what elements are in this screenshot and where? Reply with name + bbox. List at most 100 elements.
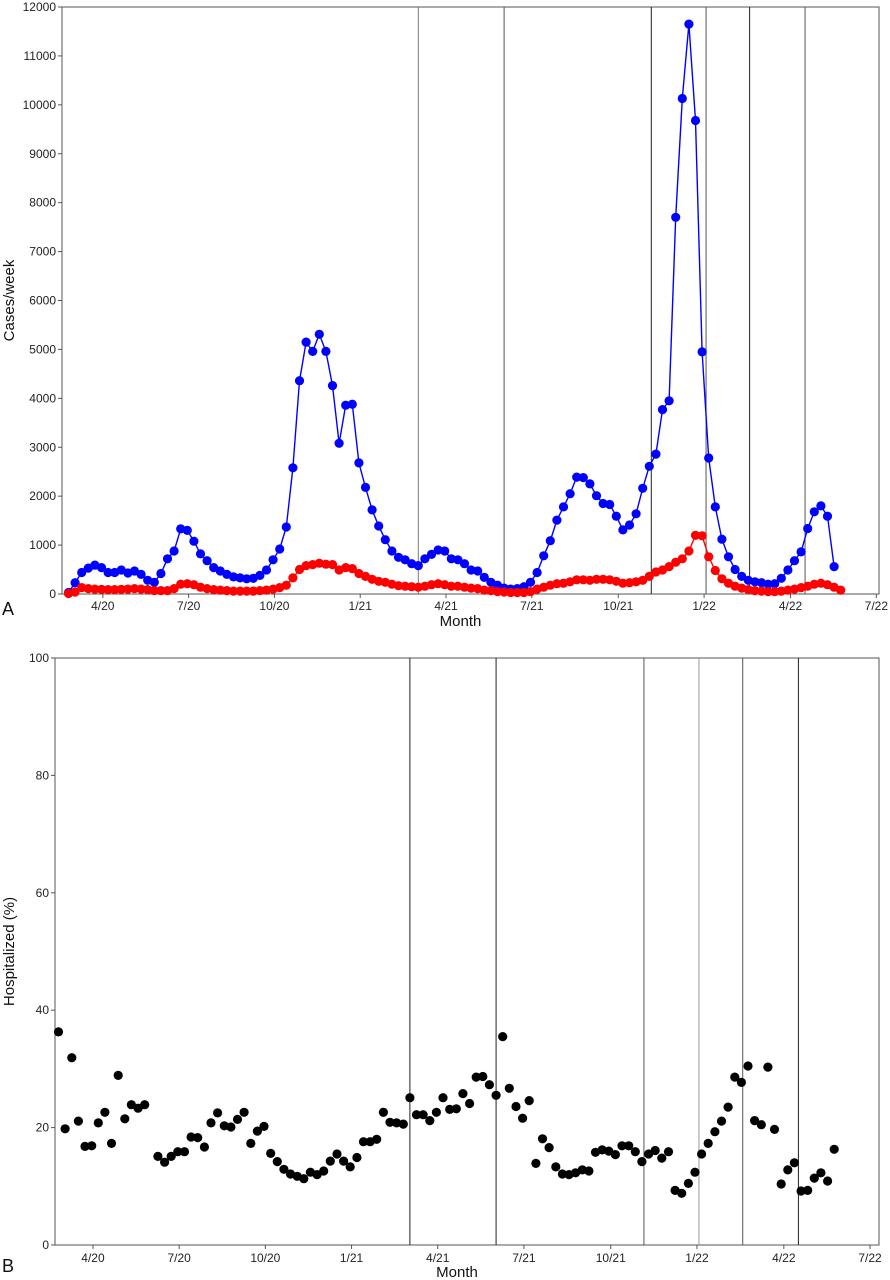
y-tick-label: 20 — [36, 1121, 50, 1135]
x-tick-label: 1/21 — [340, 1251, 364, 1265]
data-point — [829, 562, 839, 572]
data-point — [704, 552, 714, 562]
data-point — [512, 587, 522, 598]
x-tick-label: 7/20 — [177, 599, 201, 613]
data-point — [484, 1080, 494, 1090]
data-point — [770, 579, 780, 589]
data-point — [809, 507, 819, 517]
panel-b-label: B — [2, 1256, 14, 1276]
series-2 — [63, 530, 846, 599]
data-point — [677, 554, 687, 564]
x-tick-label: 7/21 — [520, 599, 544, 613]
data-point — [186, 1132, 196, 1142]
data-point — [578, 473, 588, 483]
data-point — [617, 1141, 627, 1151]
data-point — [235, 586, 245, 596]
data-point — [242, 586, 252, 596]
data-point — [539, 551, 549, 561]
data-point — [261, 565, 272, 575]
data-point — [160, 1157, 170, 1167]
panel-b-chart: 0 20 40 60 80 100 4/20 7/20 10/20 1/21 4/21 7/21 10/… — [1, 651, 882, 1280]
data-point — [697, 1149, 707, 1159]
data-point — [756, 586, 767, 596]
data-point — [176, 579, 186, 589]
data-point — [473, 566, 483, 576]
data-point — [684, 546, 694, 556]
data-point — [259, 1121, 269, 1131]
data-point — [651, 449, 661, 459]
data-point — [743, 1061, 753, 1071]
data-point — [222, 586, 232, 596]
data-point — [558, 502, 569, 512]
data-point — [657, 405, 668, 415]
data-point — [113, 1070, 123, 1080]
data-point — [471, 1072, 481, 1082]
data-point — [182, 525, 192, 536]
data-point — [532, 567, 542, 578]
data-point — [252, 1126, 262, 1136]
y-tick-label: 9000 — [29, 147, 56, 161]
data-point — [518, 1113, 528, 1123]
x-tick-label: 1/22 — [685, 1251, 709, 1265]
data-point — [239, 1107, 249, 1117]
data-point — [228, 586, 239, 596]
data-point — [407, 582, 417, 592]
data-point — [723, 1102, 733, 1112]
data-point — [206, 1118, 216, 1128]
data-point — [418, 1110, 428, 1120]
y-tick-label: 12000 — [23, 0, 57, 14]
x-tick-label: 7/20 — [167, 1251, 191, 1265]
data-point — [637, 1157, 647, 1167]
data-point — [179, 1147, 190, 1157]
data-point — [565, 489, 575, 499]
data-point — [677, 93, 687, 104]
data-point — [783, 565, 793, 575]
data-point — [103, 585, 113, 595]
data-point — [822, 511, 833, 521]
data-point — [710, 565, 720, 576]
data-point — [479, 572, 489, 583]
data-point — [327, 560, 338, 570]
data-point — [87, 1141, 97, 1151]
data-point — [299, 1174, 309, 1184]
x-tick-label: 10/21 — [603, 599, 633, 613]
x-tick-label: 1/22 — [692, 599, 716, 613]
data-point — [334, 438, 344, 448]
data-point — [776, 573, 786, 583]
data-point — [275, 544, 285, 554]
data-point — [723, 552, 734, 562]
data-point — [100, 1107, 110, 1117]
data-point — [763, 1062, 773, 1072]
data-point — [664, 396, 674, 406]
x-tick-label: 7/21 — [512, 1251, 536, 1265]
data-point — [96, 563, 107, 573]
data-point — [710, 502, 720, 512]
data-point — [618, 578, 628, 588]
data-point — [420, 554, 430, 564]
data-point — [544, 1143, 554, 1153]
data-point — [162, 554, 173, 564]
data-point — [440, 546, 450, 556]
data-point — [339, 1156, 349, 1166]
data-point — [246, 1138, 256, 1148]
data-point — [551, 1162, 561, 1172]
data-point — [631, 509, 641, 519]
data-point — [717, 574, 727, 584]
x-tick-label: 7/22 — [865, 599, 889, 613]
y-tick-label: 8000 — [29, 196, 56, 210]
data-point — [279, 1164, 289, 1174]
data-point — [783, 1165, 793, 1175]
data-point — [255, 586, 265, 596]
data-point — [511, 1101, 521, 1112]
data-point — [809, 1173, 819, 1183]
data-point — [611, 511, 621, 521]
data-point — [638, 483, 648, 493]
data-point — [156, 586, 166, 596]
y-tick-label: 3000 — [29, 440, 56, 454]
data-point — [451, 1104, 461, 1114]
data-point — [202, 556, 212, 566]
data-point — [387, 546, 397, 556]
data-point — [314, 329, 324, 339]
x-tick-label: 7/22 — [858, 1251, 882, 1265]
data-point — [169, 546, 179, 556]
